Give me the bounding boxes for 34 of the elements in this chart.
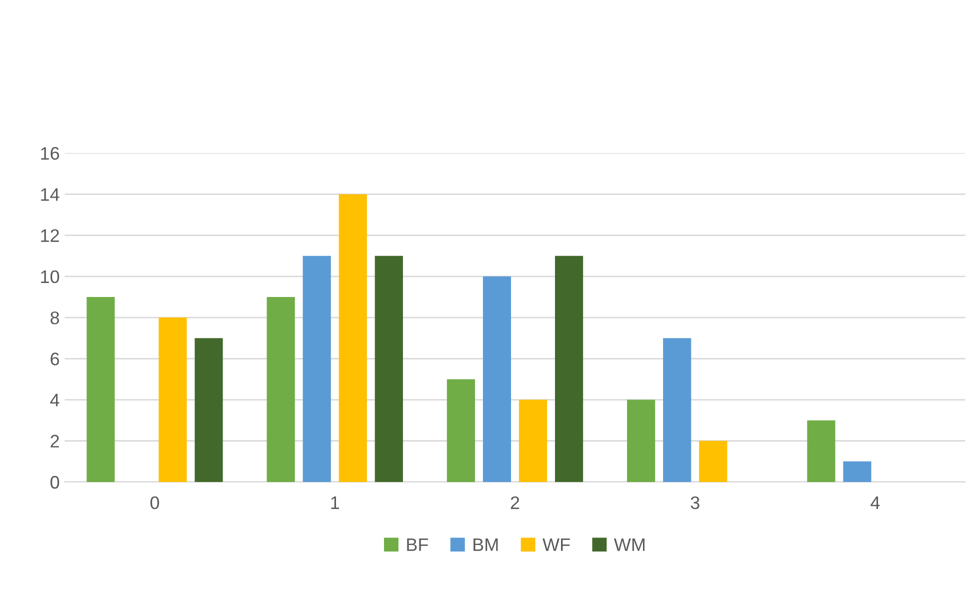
bar — [302, 256, 331, 482]
bar — [158, 318, 187, 482]
bar — [663, 338, 692, 482]
bar — [338, 194, 367, 482]
bar — [807, 420, 836, 482]
y-tick-label: 0 — [50, 476, 60, 489]
y-tick-label: 2 — [50, 434, 59, 448]
bar — [843, 461, 872, 482]
y-tick-label: 12 — [41, 229, 59, 242]
legend-label: BM — [474, 538, 498, 551]
x-tick-label: 1 — [331, 496, 340, 509]
bar — [446, 379, 475, 482]
y-tick-label: 14 — [41, 188, 60, 201]
bar — [482, 276, 512, 482]
y-tick-label: 4 — [50, 394, 60, 406]
y-tick-label: 6 — [50, 352, 60, 366]
bar — [518, 400, 548, 482]
bar — [374, 256, 403, 482]
bar — [627, 400, 656, 482]
bar — [266, 296, 295, 482]
bar — [86, 296, 115, 482]
y-tick-label: 16 — [41, 147, 60, 160]
x-tick-label: 2 — [510, 496, 520, 509]
legend-label: BF — [407, 538, 428, 551]
bar — [554, 256, 584, 482]
y-tick-label: 8 — [50, 311, 60, 324]
bar — [194, 338, 223, 482]
y-tick-label: 10 — [41, 270, 60, 284]
x-tick-label: 4 — [870, 496, 880, 509]
x-tick-label: 3 — [690, 496, 700, 510]
bar — [699, 440, 728, 482]
legend-label: WF — [542, 538, 570, 551]
legend-label: WM — [614, 538, 644, 551]
x-tick-label: 0 — [150, 496, 160, 510]
